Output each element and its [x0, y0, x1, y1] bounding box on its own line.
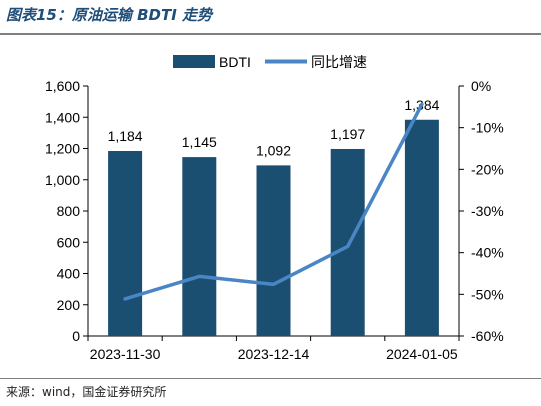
bar-value-label: 1,197 [330, 126, 365, 142]
x-tick-label: 2023-11-30 [90, 346, 161, 362]
source-divider [0, 378, 541, 379]
y-right-tick-label: -40% [471, 245, 504, 261]
bdti-chart: BDTI 同比增速 0 200 400 600 800 1,000 1,200 1,400 1,… [45, 54, 504, 362]
legend-label-bdti: BDTI [219, 54, 251, 70]
title-divider [0, 33, 541, 35]
y-right-tick-label: 0% [471, 78, 491, 94]
y-right-tick-label: -20% [471, 161, 504, 177]
source-note: 来源：wind，国金证券研究所 [6, 385, 167, 399]
y-right-tick-label: -50% [471, 286, 504, 302]
bar-bdti [404, 119, 439, 336]
bar-value-label: 1,145 [182, 134, 217, 150]
y-left-tick-label: 1,600 [45, 78, 80, 94]
bar-bdti [182, 157, 217, 336]
y-right-tick-label: -60% [471, 328, 504, 344]
chart-axes: 0 200 400 600 800 1,000 1,200 1,400 1,600 0% -10% -… [45, 78, 504, 362]
x-tick-label: 2024-01-05 [386, 346, 458, 362]
bar-bdti [330, 148, 365, 336]
y-left-tick-label: 0 [72, 328, 80, 344]
y-left-tick-label: 800 [57, 203, 81, 219]
x-tick-label: 2023-12-14 [238, 346, 310, 362]
bar-series [108, 119, 439, 336]
bar-value-label: 1,184 [108, 128, 143, 144]
y-left-tick-label: 400 [57, 266, 81, 282]
legend-swatch-bdti [173, 55, 215, 68]
bar-bdti [108, 151, 143, 336]
figure-title: 图表15：原油运输 BDTI 走势 [6, 6, 213, 24]
y-left-tick-label: 1,200 [45, 141, 80, 157]
y-left-tick-label: 1,400 [45, 109, 80, 125]
y-left-tick-label: 600 [57, 234, 81, 250]
bar-bdti [256, 165, 291, 336]
bar-value-label: 1,092 [256, 142, 291, 158]
chart-legend: BDTI 同比增速 [173, 54, 367, 70]
legend-label-yoy: 同比增速 [311, 54, 367, 70]
line-series [123, 102, 424, 301]
y-left-tick-label: 200 [57, 297, 81, 313]
y-left-tick-label: 1,000 [45, 172, 80, 188]
y-right-tick-label: -10% [471, 120, 504, 136]
y-right-tick-label: -30% [471, 203, 504, 219]
